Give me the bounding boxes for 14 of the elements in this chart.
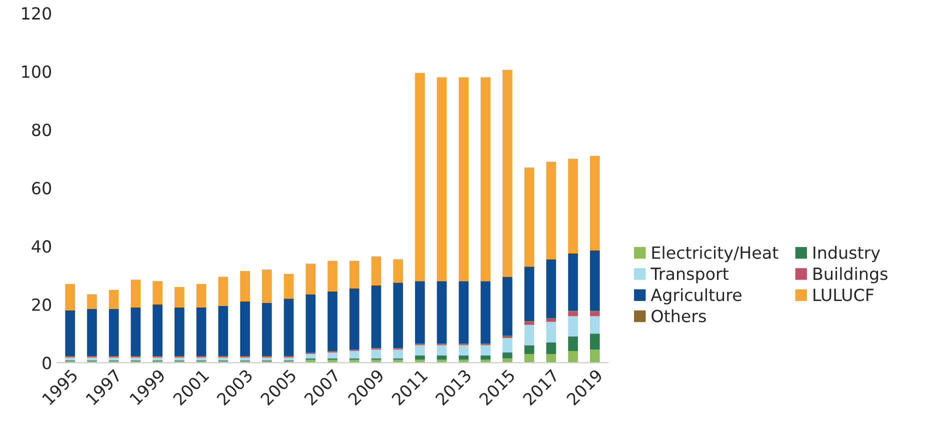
y-tick-label: 120 xyxy=(22,7,52,20)
legend-label: Electricity/Heat xyxy=(652,246,778,262)
y-tick-label: 20 xyxy=(32,298,52,312)
legend-label: Transport xyxy=(650,268,728,284)
y-tick-label: 0 xyxy=(42,356,52,370)
y-tick-label: 100 xyxy=(22,65,52,78)
legend-label: Buildings xyxy=(814,267,888,284)
legend-label: LULUCF xyxy=(814,288,874,302)
legend-label: Agriculture xyxy=(650,288,742,304)
y-tick-label: 80 xyxy=(32,124,52,136)
legend-label: Others xyxy=(652,309,706,322)
y-tick-label: 60 xyxy=(32,182,52,194)
legend-label: Industry xyxy=(814,246,880,262)
y-tick-label: 40 xyxy=(32,240,52,253)
